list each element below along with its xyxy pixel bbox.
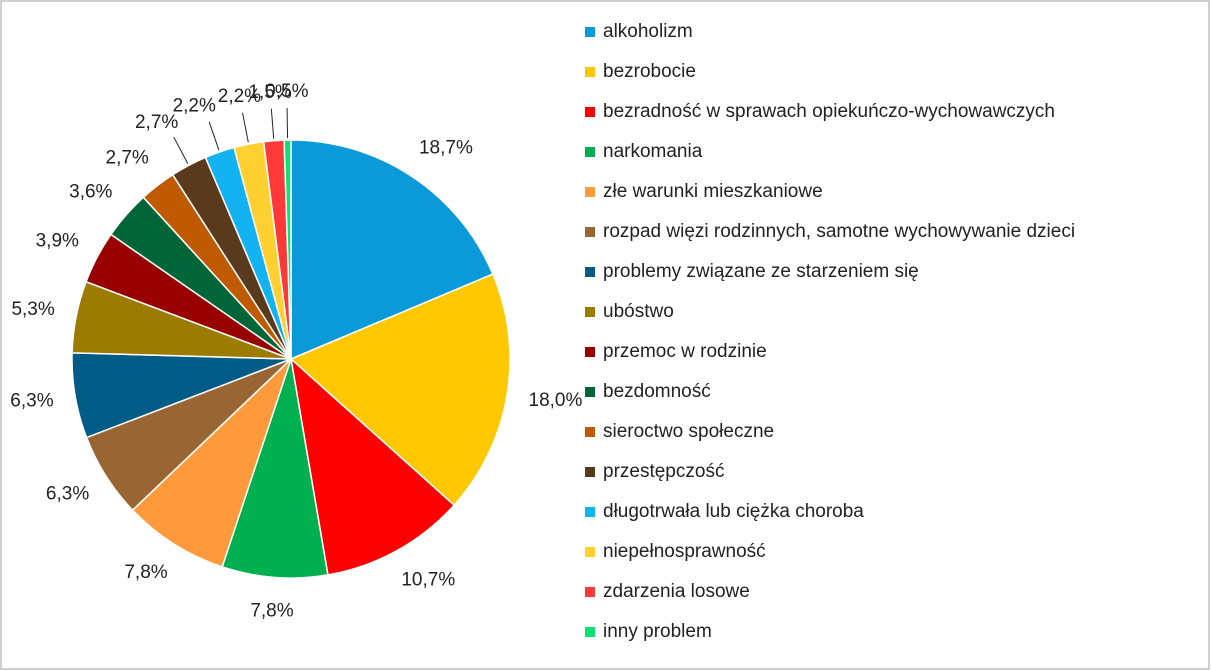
legend-label: zdarzenia losowe: [603, 581, 750, 602]
legend-swatch: [585, 507, 595, 517]
legend-label: sieroctwo społeczne: [603, 421, 774, 442]
pie-slice: [289, 273, 511, 507]
legend-swatch: [585, 267, 595, 277]
legend-label: narkomania: [603, 141, 703, 162]
legend-label: alkoholizm: [603, 21, 693, 42]
leader-line: [173, 136, 189, 164]
data-label: 3,9%: [36, 231, 79, 252]
legend-swatch: [585, 307, 595, 317]
legend-label: złe warunki mieszkaniowe: [603, 181, 823, 202]
legend-swatch: [585, 587, 595, 597]
data-label: 10,7%: [401, 569, 455, 590]
leader-line: [270, 108, 275, 139]
legend-label: ubóstwo: [603, 301, 674, 322]
data-label: 3,6%: [69, 182, 112, 203]
data-label: 6,3%: [10, 391, 53, 412]
data-label: 2,2%: [218, 86, 261, 107]
legend-label: inny problem: [603, 621, 712, 642]
data-label: 0,5%: [265, 81, 308, 102]
pie-slice: [131, 358, 292, 568]
legend-swatch: [585, 427, 595, 437]
data-label: 6,3%: [46, 483, 89, 504]
data-label: 18,0%: [529, 390, 583, 411]
pie-slice: [290, 139, 494, 361]
leader-line: [208, 121, 220, 151]
legend-swatch: [585, 467, 595, 477]
legend-label: przestępczość: [603, 461, 724, 482]
legend-label: niepełnosprawność: [603, 541, 766, 562]
legend-label: bezrobocie: [603, 61, 696, 82]
legend-swatch: [585, 627, 595, 637]
legend-swatch: [585, 227, 595, 237]
leader-line: [242, 112, 249, 143]
legend-swatch: [585, 107, 595, 117]
legend-label: przemoc w rodzinie: [603, 341, 767, 362]
data-label: 2,7%: [135, 112, 178, 133]
pie-slice: [289, 357, 456, 576]
legend-swatch: [585, 67, 595, 77]
data-label: 18,7%: [419, 137, 473, 158]
data-label: 7,8%: [250, 600, 293, 621]
legend-label: problemy związane ze starzeniem się: [603, 261, 919, 282]
data-label: 7,8%: [124, 562, 167, 583]
legend-label: bezradność w sprawach opiekuńczo-wychowa…: [603, 101, 1055, 122]
legend-label: bezdomność: [603, 381, 711, 402]
data-label: 5,3%: [11, 299, 54, 320]
legend-swatch: [585, 147, 595, 157]
legend-swatch: [585, 27, 595, 37]
legend-swatch: [585, 547, 595, 557]
legend-label: rozpad więzi rodzinnych, samotne wychowy…: [603, 221, 1075, 242]
pie-slice: [221, 358, 329, 579]
data-label: 2,2%: [173, 96, 216, 117]
legend-swatch: [585, 187, 595, 197]
legend-label: długotrwała lub ciężka choroba: [603, 501, 864, 522]
data-label: 1,5%: [248, 82, 291, 103]
legend-swatch: [585, 347, 595, 357]
legend-swatch: [585, 387, 595, 397]
pie-slice: [283, 139, 292, 360]
data-label: 2,7%: [106, 147, 149, 168]
